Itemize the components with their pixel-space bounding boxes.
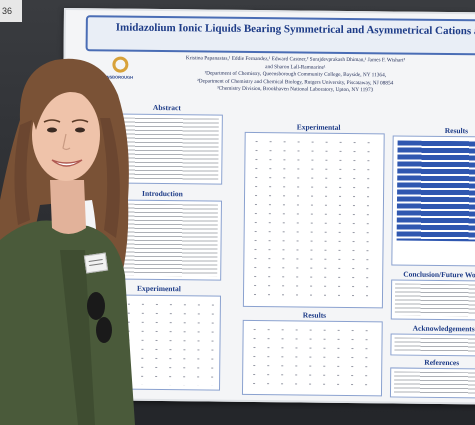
smile — [51, 159, 83, 167]
hair-side-left — [14, 120, 32, 225]
hair-front — [30, 73, 104, 130]
left-brow — [43, 119, 61, 123]
right-brow — [71, 119, 89, 123]
shirt-shadow — [60, 250, 95, 425]
corner-tag: 36 — [0, 0, 22, 22]
left-eye-icon — [47, 127, 57, 133]
sunglasses-lens-icon — [87, 292, 105, 320]
sunglasses-lens-icon — [96, 317, 112, 343]
right-eye-icon — [75, 127, 85, 133]
nose — [62, 133, 71, 151]
hair-side-right — [100, 118, 120, 238]
name-badge — [83, 252, 109, 274]
neck — [50, 180, 86, 234]
